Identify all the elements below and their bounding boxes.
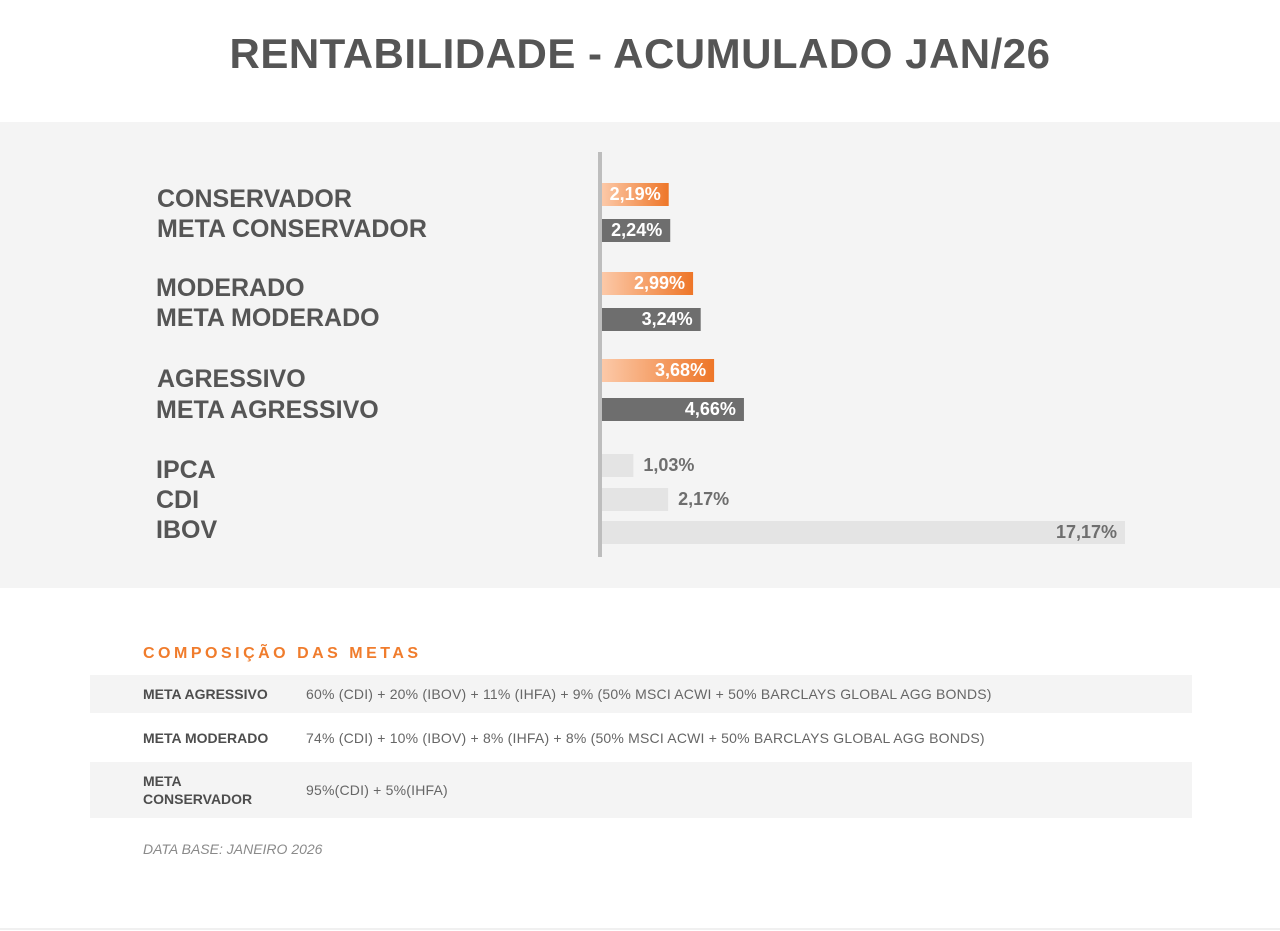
value-label-conservador: 2,19% — [610, 184, 661, 204]
composition-row-formula: 95%(CDI) + 5%(IHFA) — [306, 782, 448, 798]
category-label-meta-agressivo: META AGRESSIVO — [156, 396, 379, 424]
composition-row-meta-moderado: META MODERADO 74% (CDI) + 10% (IBOV) + 8… — [90, 713, 1192, 762]
bar-ibov — [602, 521, 1125, 544]
bar-moderado — [602, 272, 694, 295]
data-base-note: DATA BASE: JANEIRO 2026 — [143, 841, 323, 857]
composition-row-name: META CONSERVADOR — [143, 773, 253, 807]
chart-axis-line — [598, 152, 602, 557]
returns-chart-panel: CONSERVADOR META CONSERVADOR MODERADO META … — [0, 122, 1280, 588]
composition-row-name: META AGRESSIVO — [143, 686, 268, 702]
composition-row-formula: 60% (CDI) + 20% (IBOV) + 11% (IHFA) + 9%… — [306, 686, 992, 702]
composition-row-meta-conservador: META CONSERVADOR 95%(CDI) + 5%(IHFA) — [90, 762, 1192, 818]
category-label-conservador: CONSERVADOR — [157, 185, 352, 213]
page-title: RENTABILIDADE - ACUMULADO JAN/26 — [229, 30, 1051, 77]
bar-conservador — [602, 183, 669, 206]
value-label-ipca: 1,03% — [643, 455, 694, 475]
composition-row-formula: 74% (CDI) + 10% (IBOV) + 8% (IHFA) + 8% … — [306, 729, 985, 746]
bar-meta-agressivo — [602, 398, 744, 421]
bar-meta-moderado — [602, 308, 701, 331]
bar-meta-conservador — [602, 219, 671, 242]
category-label-meta-conservador: META CONSERVADOR — [157, 215, 427, 243]
value-label-cdi: 2,17% — [678, 489, 729, 509]
category-label-agressivo: AGRESSIVO — [157, 365, 306, 393]
composition-table: META AGRESSIVO 60% (CDI) + 20% (IBOV) + … — [90, 675, 1192, 818]
category-label-moderado: MODERADO — [156, 274, 305, 302]
category-label-ibov: IBOV — [156, 516, 217, 544]
category-label-ipca: IPCA — [156, 456, 216, 484]
category-label-meta-moderado: META MODERADO — [156, 304, 380, 332]
value-label-moderado: 2,99% — [634, 273, 685, 293]
composition-title: COMPOSIÇÃO DAS METAS — [143, 645, 422, 662]
value-label-agressivo: 3,68% — [655, 360, 706, 380]
bottom-divider — [0, 928, 1280, 930]
bar-agressivo — [602, 359, 715, 382]
value-label-meta-conservador: 2,24% — [611, 220, 662, 240]
composition-row-name: META MODERADO — [143, 729, 269, 746]
value-label-ibov: 17,17% — [1056, 522, 1117, 542]
category-label-cdi: CDI — [156, 486, 199, 514]
value-label-meta-agressivo: 4,66% — [685, 399, 736, 419]
bar-ipca — [602, 454, 634, 477]
value-label-meta-moderado: 3,24% — [642, 309, 693, 329]
composition-row-meta-agressivo: META AGRESSIVO 60% (CDI) + 20% (IBOV) + … — [90, 675, 1192, 713]
bar-cdi — [602, 488, 669, 511]
